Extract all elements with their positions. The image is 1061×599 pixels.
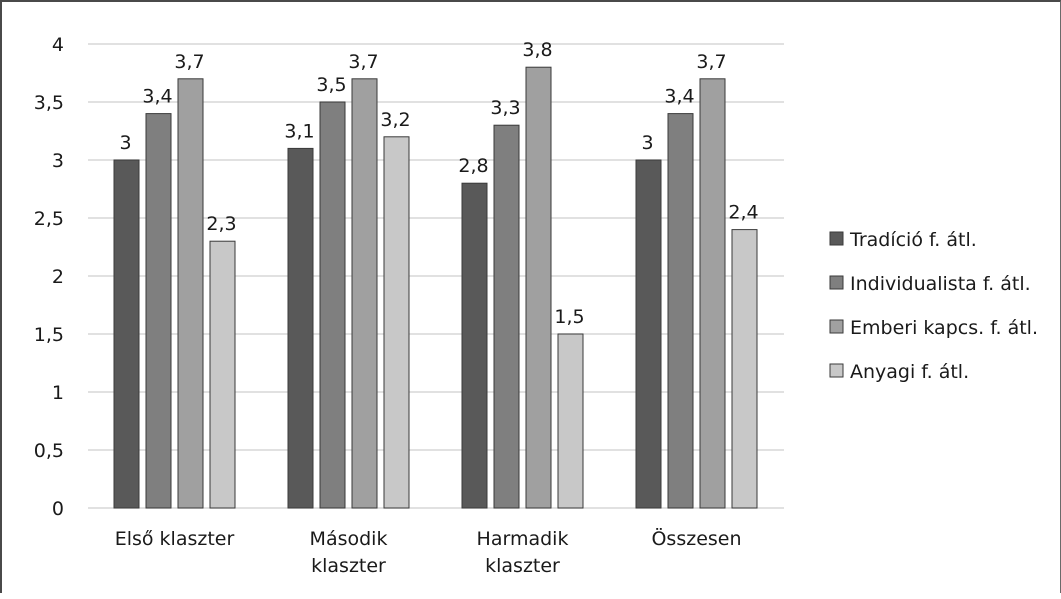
data-label: 3,2	[380, 109, 410, 131]
y-tick-label: 1	[52, 382, 64, 404]
legend-swatch	[829, 275, 844, 290]
legend-swatch	[829, 319, 844, 334]
legend-label: Emberi kapcs. f. átl.	[850, 317, 1038, 339]
bar	[287, 147, 314, 509]
y-tick-label: 2	[52, 266, 64, 288]
bars	[113, 66, 758, 509]
y-tick-label: 3,5	[34, 92, 64, 114]
data-label: 2,4	[728, 202, 758, 224]
legend-label: Individualista f. átl.	[850, 273, 1031, 295]
bar	[493, 124, 520, 509]
data-label: 3,4	[664, 86, 694, 108]
data-label: 3,4	[142, 86, 172, 108]
bar	[209, 240, 236, 509]
x-category-label: klaszter	[485, 555, 560, 577]
data-label: 1,5	[554, 306, 584, 328]
data-labels: 33,12,833,43,53,33,43,7 3,73,83,72,33,21,…	[119, 39, 758, 328]
bar	[145, 113, 172, 509]
legend-label: Anyagi f. átl.	[850, 361, 969, 383]
bar	[177, 78, 204, 509]
legend-label: Tradíció f. átl.	[849, 229, 977, 251]
data-label: 3	[641, 132, 653, 154]
legend-swatch	[829, 231, 844, 246]
data-label: 2,3	[206, 213, 236, 235]
x-axis-category-labels: Első klaszter Második klaszter Harmadik klas…	[115, 527, 742, 577]
bar	[319, 101, 346, 509]
bar	[635, 159, 662, 509]
data-label: 3,7	[348, 51, 378, 73]
y-tick-label: 0,5	[34, 440, 64, 462]
bar	[383, 136, 410, 509]
data-label: 3	[119, 132, 131, 154]
x-category-label: Második	[310, 528, 388, 550]
bar	[557, 333, 584, 509]
bar	[461, 182, 488, 509]
data-label: 3,7	[696, 51, 726, 73]
x-category-label: Összesen	[651, 527, 741, 550]
y-tick-label: 3	[52, 150, 64, 172]
x-category-label: Harmadik	[477, 528, 569, 550]
y-axis-tick-labels: 0 0,5 1 1,5 2 2,5 3 3,5 4	[34, 34, 64, 520]
data-label: 3,7	[174, 51, 204, 73]
data-label: 3,1	[284, 120, 314, 142]
legend-swatch	[829, 363, 844, 378]
y-tick-label: 1,5	[34, 324, 64, 346]
data-label: 3,5	[316, 74, 346, 96]
bar	[525, 66, 552, 509]
y-tick-label: 4	[52, 34, 64, 56]
legend: Tradíció f. átl. Individualista f. átl. Em…	[829, 229, 1038, 383]
data-label: 3,8	[522, 39, 552, 61]
bar	[731, 229, 758, 509]
gridlines	[88, 43, 784, 509]
bar	[113, 159, 140, 509]
y-tick-label: 0	[52, 498, 64, 520]
y-tick-label: 2,5	[34, 208, 64, 230]
data-label: 3,3	[490, 97, 520, 119]
bar	[667, 113, 694, 509]
data-label: 2,8	[458, 155, 488, 177]
x-category-label: klaszter	[311, 555, 386, 577]
x-category-label: Első klaszter	[115, 528, 235, 550]
bar	[351, 78, 378, 509]
bar	[699, 78, 726, 509]
